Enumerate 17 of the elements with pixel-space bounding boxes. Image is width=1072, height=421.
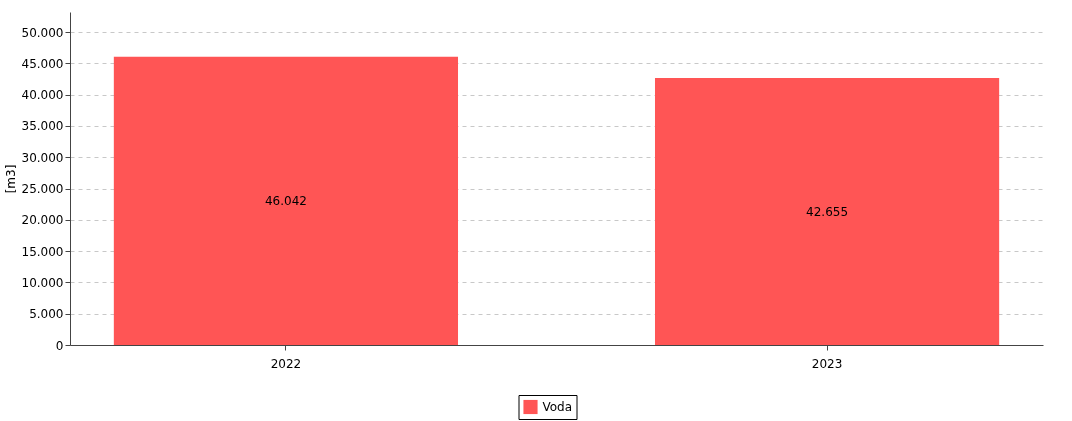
y-tick-label: 40.000 (21, 88, 64, 103)
y-tick-label: 10.000 (21, 275, 64, 290)
y-axis-title: [m3] (3, 164, 18, 194)
legend-label: Voda (542, 400, 573, 414)
y-tick-label: 0 (55, 338, 64, 353)
y-tick-label: 25.000 (21, 182, 64, 197)
x-tick-label: 2022 (270, 356, 302, 371)
y-tick-label: 50.000 (21, 25, 64, 40)
text: 46.042 (264, 193, 307, 208)
y-tick-label: 15.000 (21, 244, 64, 259)
y-tick-label: 5.000 (29, 307, 64, 322)
y-tick-label: 45.000 (21, 56, 64, 71)
x-tick-label: 2023 (811, 356, 843, 371)
text: 42.655 (806, 204, 849, 219)
y-tick-label: 30.000 (21, 150, 64, 165)
y-tick-label: 20.000 (21, 213, 64, 228)
y-tick-label: 35.000 (21, 119, 64, 134)
